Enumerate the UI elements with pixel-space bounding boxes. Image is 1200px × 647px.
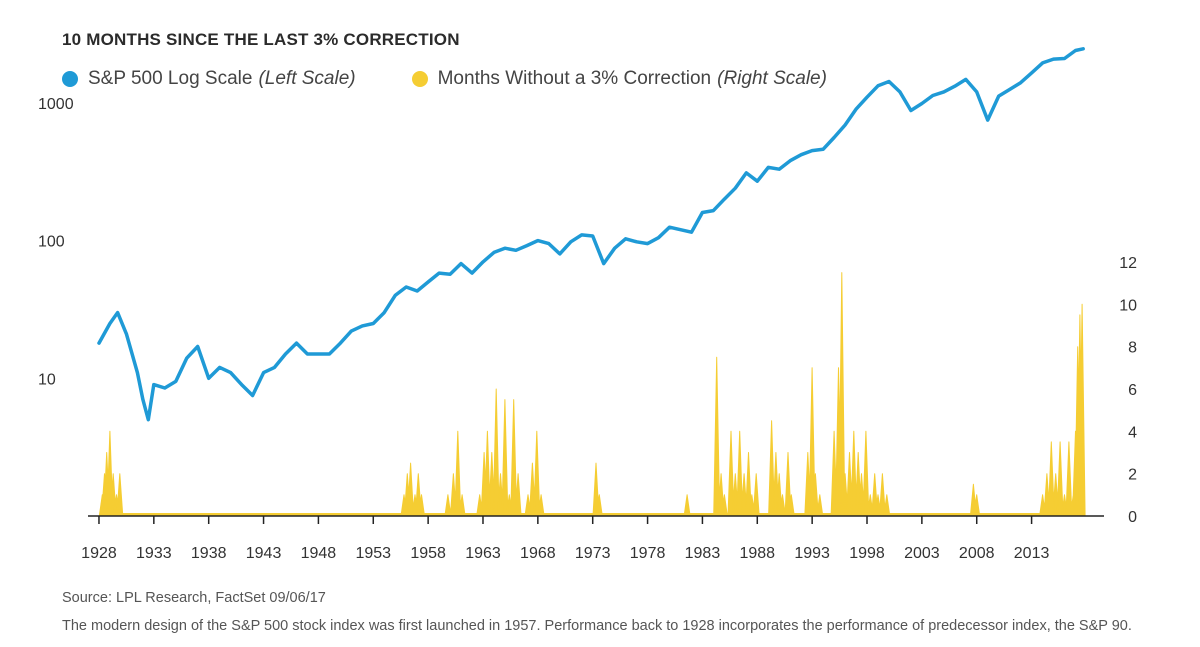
right-tick-label-2: 2 bbox=[1128, 467, 1137, 484]
x-tick-label-1948: 1948 bbox=[301, 545, 337, 562]
footnote-text: The modern design of the S&P 500 stock i… bbox=[62, 618, 1132, 634]
right-tick-label-6: 6 bbox=[1128, 382, 1137, 399]
months-series bbox=[98, 272, 1086, 517]
left-tick-label-100: 100 bbox=[38, 234, 65, 251]
x-tick-label-2013: 2013 bbox=[1014, 545, 1050, 562]
legend-label-months: Months Without a 3% Correction bbox=[437, 68, 712, 89]
x-tick-label-1968: 1968 bbox=[520, 545, 556, 562]
right-tick-label-0: 0 bbox=[1128, 509, 1137, 526]
x-tick-label-1978: 1978 bbox=[630, 545, 666, 562]
chart-title: 10 MONTHS SINCE THE LAST 3% CORRECTION bbox=[62, 30, 460, 49]
months-area bbox=[98, 272, 1086, 517]
x-tick-label-1988: 1988 bbox=[739, 545, 775, 562]
x-tick-label-1933: 1933 bbox=[136, 545, 172, 562]
right-tick-label-12: 12 bbox=[1119, 255, 1137, 272]
legend-item-sp500: S&P 500 Log Scale (Left Scale) bbox=[62, 68, 356, 90]
legend-dot-months bbox=[411, 71, 428, 87]
sp500-series bbox=[97, 47, 1085, 422]
x-axis-ticks: 1928 1933 1938 1943 1948 1953 1958 1963 1968 1973… bbox=[81, 516, 1049, 562]
left-axis-ticks: 10 100 1000 bbox=[38, 96, 74, 388]
x-tick-label-1983: 1983 bbox=[685, 545, 721, 562]
legend-scale-months: (Right Scale) bbox=[717, 68, 827, 89]
x-tick-label-1928: 1928 bbox=[81, 545, 117, 562]
x-tick-label-1938: 1938 bbox=[191, 545, 227, 562]
left-tick-label-10: 10 bbox=[38, 371, 56, 388]
x-tick-label-1958: 1958 bbox=[410, 545, 446, 562]
source-text: Source: LPL Research, FactSet 09/06/17 bbox=[62, 590, 326, 606]
sp500-line bbox=[97, 47, 1085, 422]
x-tick-label-1993: 1993 bbox=[794, 545, 830, 562]
legend-label-sp500: S&P 500 Log Scale bbox=[88, 68, 253, 89]
x-tick-label-1943: 1943 bbox=[246, 545, 282, 562]
x-tick-label-2008: 2008 bbox=[959, 545, 995, 562]
months-zero-band bbox=[101, 513, 1084, 516]
right-tick-label-4: 4 bbox=[1128, 424, 1137, 441]
x-tick-label-1998: 1998 bbox=[849, 545, 885, 562]
left-tick-label-1000: 1000 bbox=[38, 96, 74, 113]
legend-dot-sp500 bbox=[62, 71, 78, 87]
right-tick-label-10: 10 bbox=[1119, 297, 1137, 314]
x-tick-label-1953: 1953 bbox=[355, 545, 391, 562]
right-axis-ticks: 0 2 4 6 8 10 12 bbox=[1119, 255, 1137, 526]
legend-item-months: Months Without a 3% Correction (Right Sc… bbox=[411, 68, 827, 90]
x-tick-label-1973: 1973 bbox=[575, 545, 611, 562]
chart-legend: S&P 500 Log Scale (Left Scale) Months Wi… bbox=[62, 66, 883, 92]
x-tick-label-2003: 2003 bbox=[904, 545, 940, 562]
legend-scale-sp500: (Left Scale) bbox=[258, 68, 356, 89]
x-tick-label-1963: 1963 bbox=[465, 545, 501, 562]
right-tick-label-8: 8 bbox=[1128, 340, 1137, 357]
